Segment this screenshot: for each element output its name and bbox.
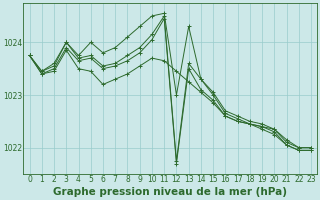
X-axis label: Graphe pression niveau de la mer (hPa): Graphe pression niveau de la mer (hPa) [53, 187, 287, 197]
